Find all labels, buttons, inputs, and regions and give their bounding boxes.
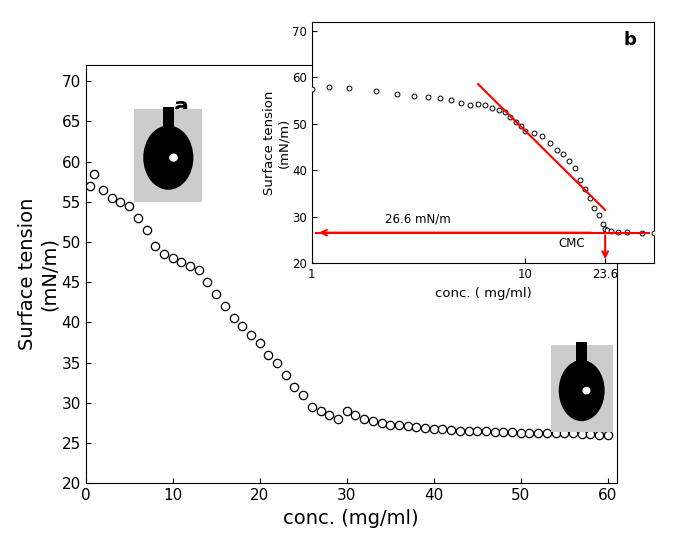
Bar <box>551 345 613 432</box>
X-axis label: conc. (mg/ml): conc. (mg/ml) <box>284 509 419 528</box>
Bar <box>576 343 587 365</box>
Circle shape <box>583 388 590 394</box>
Text: CMC: CMC <box>559 237 585 250</box>
Bar <box>134 109 202 201</box>
Text: a: a <box>174 97 188 117</box>
Bar <box>162 107 174 131</box>
X-axis label: conc. ( mg/ml): conc. ( mg/ml) <box>434 287 532 300</box>
Text: 26.6 mN/m: 26.6 mN/m <box>385 212 451 225</box>
Circle shape <box>170 154 177 161</box>
Y-axis label: Surface tension
(mN/m): Surface tension (mN/m) <box>262 90 290 195</box>
Ellipse shape <box>143 125 193 190</box>
Ellipse shape <box>559 360 605 421</box>
Y-axis label: Surface tension
(mN/m): Surface tension (mN/m) <box>18 198 59 350</box>
Text: b: b <box>624 31 636 49</box>
